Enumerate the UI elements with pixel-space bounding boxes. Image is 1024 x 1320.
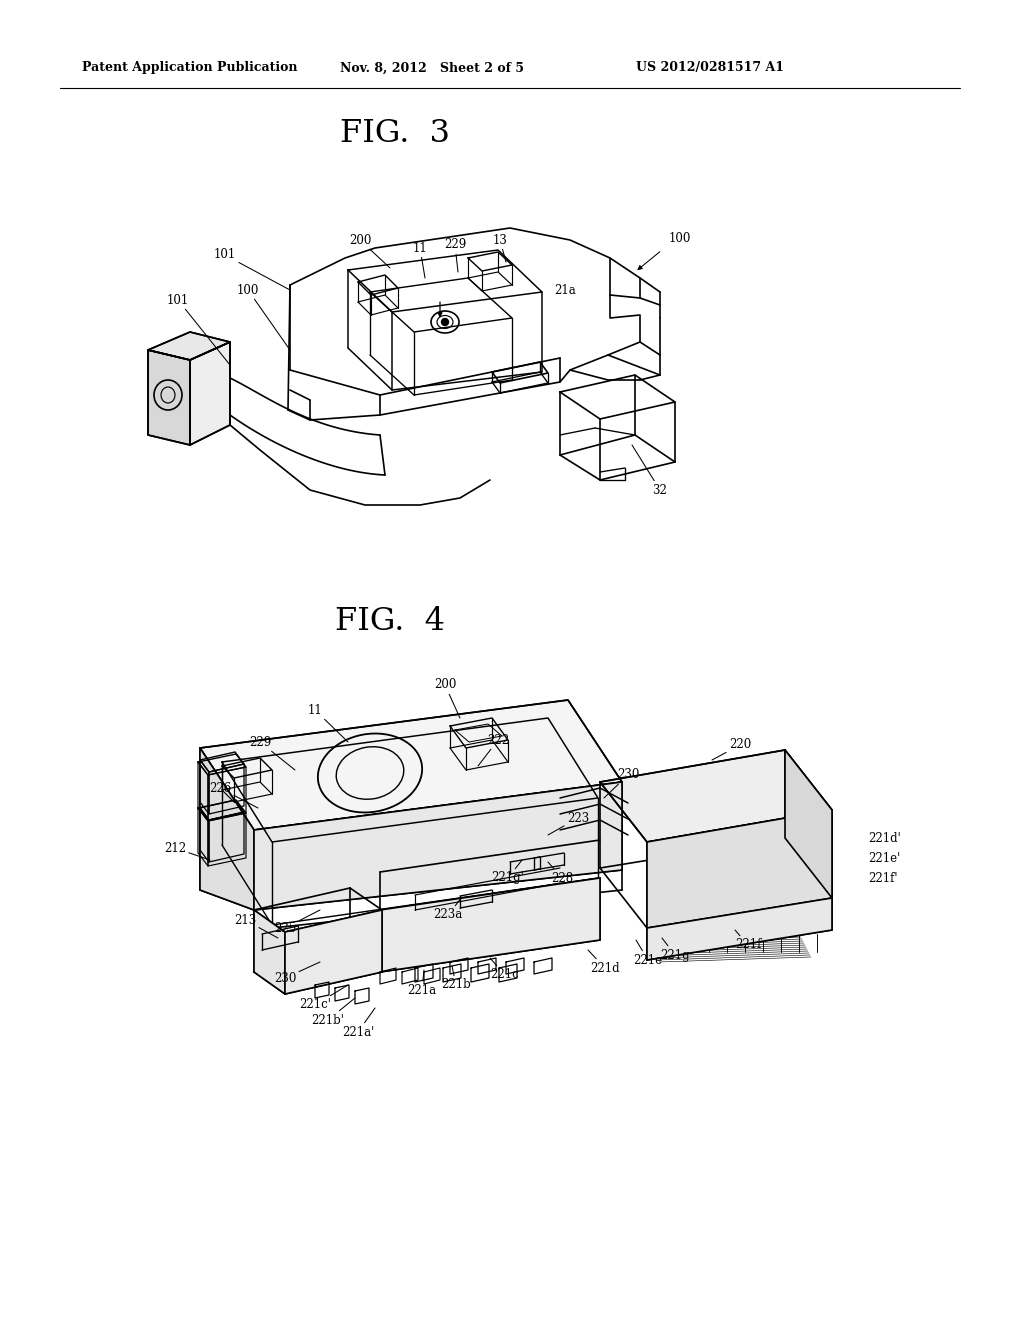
Text: 221c': 221c' [299, 985, 348, 1011]
Text: 100: 100 [237, 284, 290, 350]
Circle shape [441, 318, 449, 326]
Polygon shape [254, 781, 622, 909]
Polygon shape [190, 342, 230, 445]
Polygon shape [148, 350, 190, 445]
Text: Patent Application Publication: Patent Application Publication [82, 62, 298, 74]
Polygon shape [200, 748, 254, 909]
Polygon shape [647, 810, 831, 928]
Polygon shape [285, 909, 382, 994]
Text: 100: 100 [669, 231, 691, 244]
Text: Nov. 8, 2012   Sheet 2 of 5: Nov. 8, 2012 Sheet 2 of 5 [340, 62, 524, 74]
Text: 223: 223 [548, 812, 589, 836]
Text: 11: 11 [307, 704, 348, 742]
Text: 221b': 221b' [311, 998, 355, 1027]
Text: 221a': 221a' [342, 1008, 375, 1039]
Polygon shape [600, 750, 831, 842]
Text: 225: 225 [273, 909, 319, 935]
Text: 221f: 221f [735, 931, 761, 952]
Text: 223a: 223a [433, 898, 463, 921]
Text: 221c: 221c [490, 958, 519, 982]
Text: 226: 226 [209, 781, 258, 808]
Text: FIG.  3: FIG. 3 [340, 117, 450, 149]
Text: 221d': 221d' [868, 832, 901, 845]
Text: 222: 222 [478, 734, 509, 766]
Polygon shape [647, 898, 831, 960]
Text: 221e: 221e [634, 940, 663, 966]
Polygon shape [785, 750, 831, 898]
Text: US 2012/0281517 A1: US 2012/0281517 A1 [636, 62, 784, 74]
Text: 230: 230 [604, 768, 639, 799]
Text: 213: 213 [233, 913, 278, 939]
Text: 229: 229 [249, 735, 295, 770]
Text: 32: 32 [632, 445, 668, 496]
Text: 200: 200 [434, 678, 460, 718]
Text: 221g': 221g' [492, 861, 524, 884]
Text: 11: 11 [413, 242, 427, 279]
Text: 200: 200 [349, 234, 390, 268]
Text: 221g: 221g [660, 939, 690, 961]
Polygon shape [254, 909, 285, 994]
Text: 220: 220 [712, 738, 752, 760]
Text: 101: 101 [214, 248, 290, 290]
Text: 21a: 21a [554, 284, 575, 297]
Text: 212: 212 [164, 842, 210, 861]
Polygon shape [380, 878, 600, 972]
Text: 13: 13 [493, 234, 508, 261]
Text: 230: 230 [273, 962, 319, 985]
Polygon shape [148, 333, 230, 360]
Text: 221a: 221a [408, 970, 436, 997]
Polygon shape [200, 700, 622, 830]
Text: 221b: 221b [441, 966, 471, 991]
Text: 221f': 221f' [868, 871, 897, 884]
Text: FIG.  4: FIG. 4 [335, 606, 445, 638]
Text: 101: 101 [167, 293, 230, 366]
Text: 221e': 221e' [868, 851, 900, 865]
Text: 229: 229 [443, 239, 466, 272]
Text: 221d: 221d [588, 950, 620, 974]
Text: 228: 228 [548, 862, 573, 884]
